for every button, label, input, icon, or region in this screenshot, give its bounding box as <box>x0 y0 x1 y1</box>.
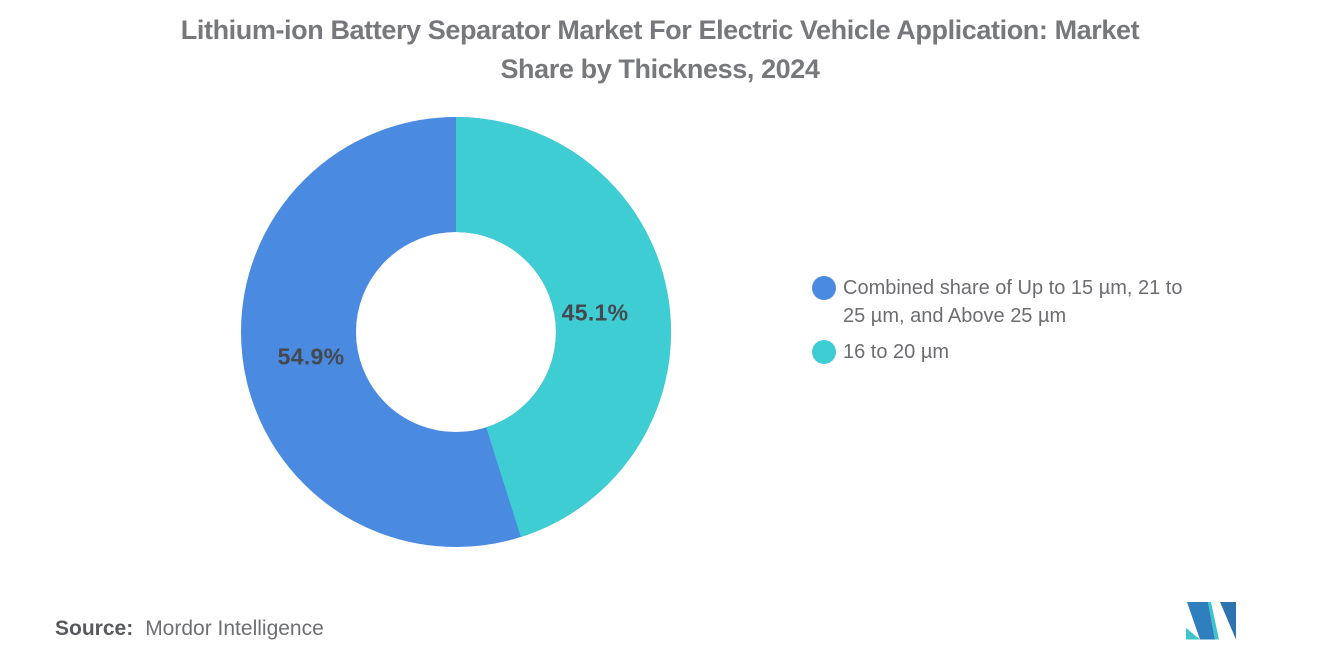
slice-label-blue: 54.9% <box>277 343 345 370</box>
legend-marker-teal <box>812 340 836 364</box>
donut-chart <box>241 117 671 547</box>
mordor-intelligence-logo[interactable] <box>1186 602 1237 640</box>
source-line: Source: Mordor Intelligence <box>55 616 324 641</box>
legend: Combined share of Up to 15 µm, 21 to 25 … <box>812 274 1232 366</box>
legend-label-combined: Combined share of Up to 15 µm, 21 to 25 … <box>843 277 1183 327</box>
chart-title: Lithium-ion Battery Separator Market For… <box>0 11 1320 89</box>
source-value: Mordor Intelligence <box>145 617 324 640</box>
chart-title-line-1: Lithium-ion Battery Separator Market For… <box>180 15 1140 45</box>
source-label: Source: <box>55 617 134 640</box>
logo-teal-left-triangle <box>1186 628 1200 640</box>
legend-item-combined[interactable]: Combined share of Up to 15 µm, 21 to 25 … <box>812 274 1232 330</box>
slice-label-teal: 45.1% <box>561 299 629 326</box>
logo-blue-diagonal <box>1187 602 1215 640</box>
logo-teal-band <box>1208 602 1219 640</box>
chart-title-line-2: Share by Thickness, 2024 <box>500 54 820 84</box>
legend-label-16-to-20: 16 to 20 µm <box>843 341 950 363</box>
logo-blue-right-triangle <box>1220 602 1236 640</box>
legend-marker-blue <box>812 276 836 300</box>
legend-item-16-to-20[interactable]: 16 to 20 µm <box>812 338 1232 366</box>
donut-slice-teal[interactable] <box>241 117 671 547</box>
